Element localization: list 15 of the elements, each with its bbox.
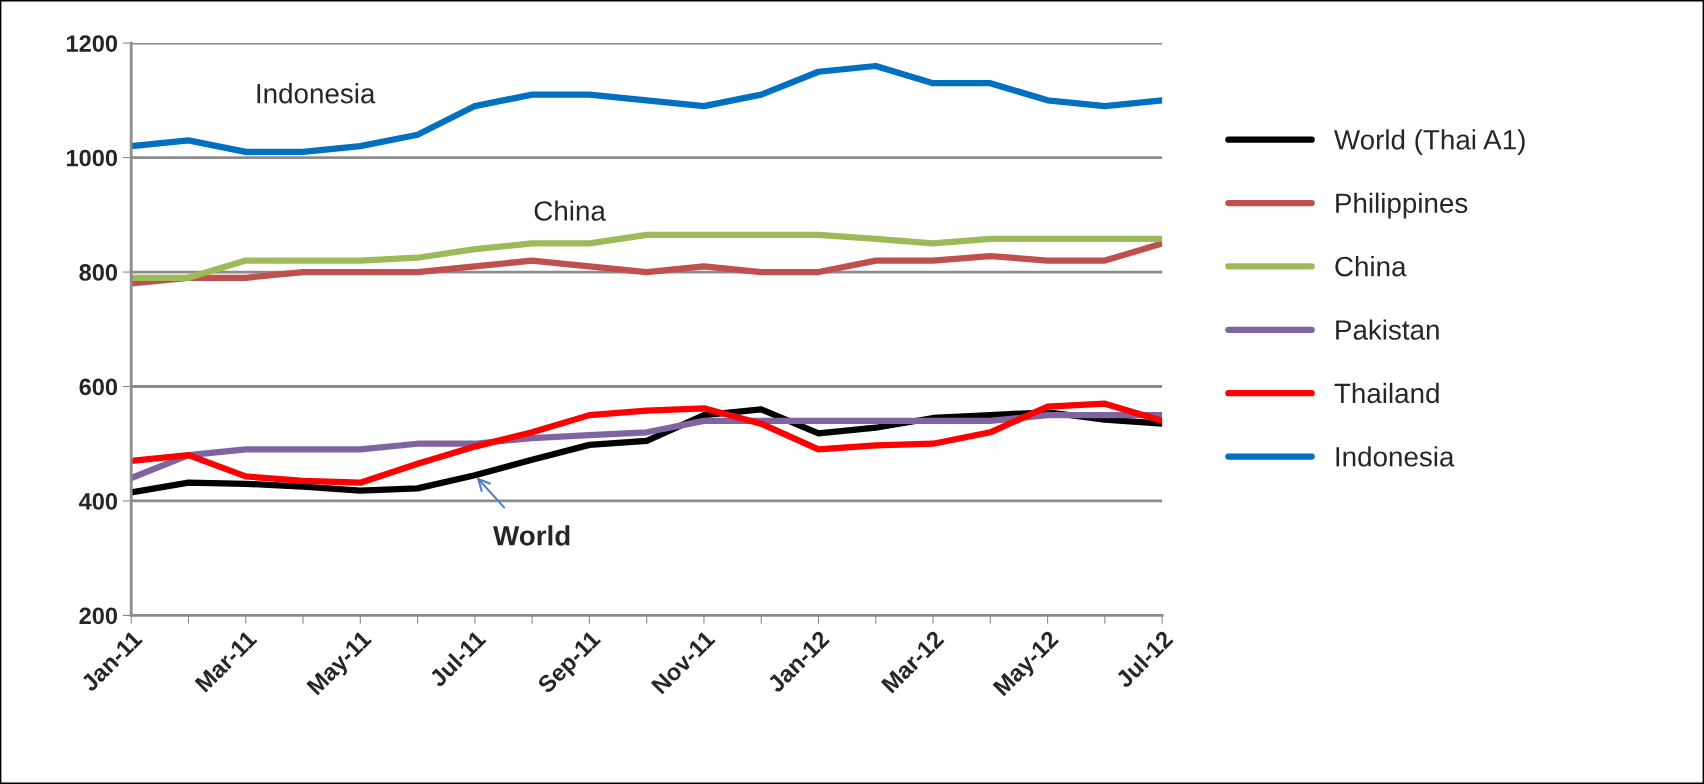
legend-label: Pakistan <box>1336 319 1439 340</box>
y-tick-label: 400 <box>78 493 118 510</box>
legend-label: Philippines <box>1336 192 1468 219</box>
y-tick-label: 1200 <box>66 35 118 52</box>
annotation: Indonesia <box>257 83 376 104</box>
y-tick-label: 600 <box>79 378 118 396</box>
y-tick-label: 200 <box>79 607 118 625</box>
legend-label: China <box>1335 256 1407 277</box>
annotation: China <box>534 200 606 221</box>
y-tick-label: 800 <box>79 264 118 281</box>
annotation: World <box>493 525 570 546</box>
legend-label: Indonesia <box>1336 446 1455 467</box>
y-tick-label: 1000 <box>66 149 118 167</box>
legend-label: Thailand <box>1334 382 1439 404</box>
legend-label: World (Thai A1) <box>1334 129 1525 156</box>
